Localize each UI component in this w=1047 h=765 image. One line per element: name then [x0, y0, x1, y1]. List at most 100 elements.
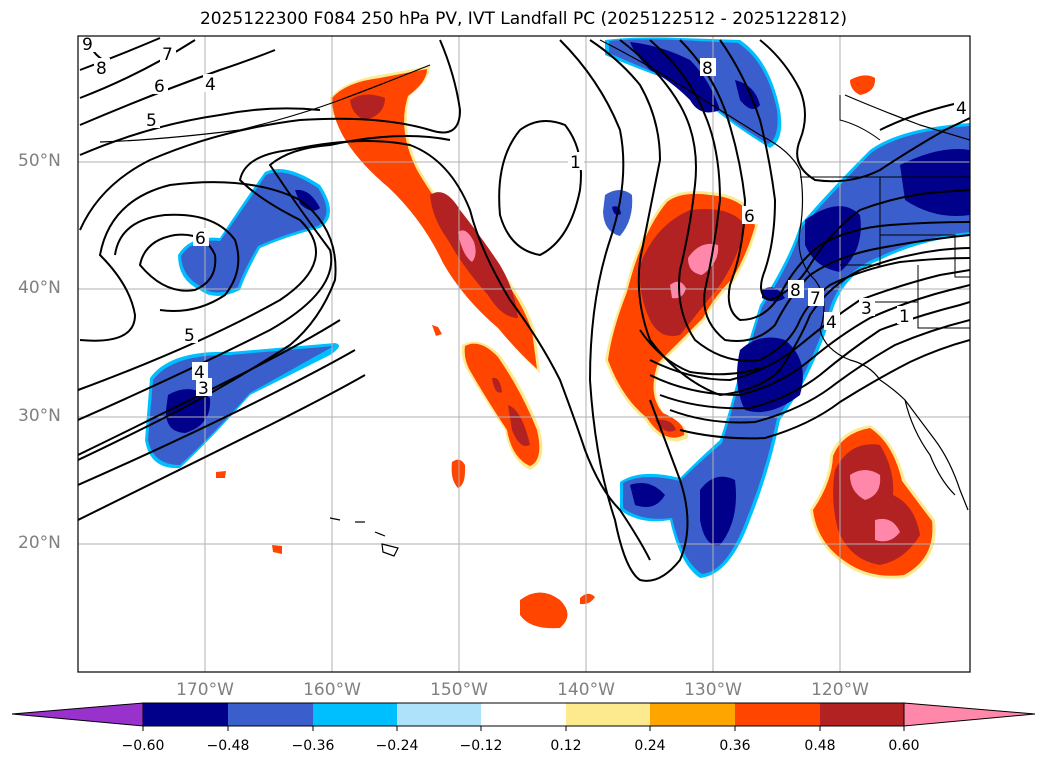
contour-line	[78, 140, 651, 561]
positive-region-small	[272, 545, 282, 554]
positive-region-dipole	[655, 419, 676, 432]
lon-label-130w: 130°W	[684, 680, 742, 700]
contour-label: 4	[205, 75, 216, 95]
contour-line	[78, 181, 337, 461]
contour-label: 5	[184, 326, 195, 346]
contour-line	[649, 269, 970, 382]
contour-label: 5	[146, 111, 157, 131]
positive-region-small	[451, 459, 466, 488]
colorbar-segment	[228, 703, 313, 726]
contour-label: 8	[702, 59, 713, 79]
contour-label: 3	[861, 299, 872, 319]
colorbar-extend-max	[903, 702, 1036, 727]
map-title: 2025122300 F084 250 hPa PV, IVT Landfall…	[199, 9, 847, 29]
lat-label-20n: 20°N	[18, 533, 61, 553]
negative-region-east	[630, 482, 665, 508]
contour-line	[619, 39, 970, 362]
contour-line	[498, 120, 582, 257]
colorbar-tick-label: 0.12	[550, 738, 582, 754]
colorbar-tick-label: 0.48	[804, 738, 836, 754]
positive-region-small	[432, 325, 442, 336]
contour-line	[138, 233, 217, 292]
contour-line	[879, 99, 970, 131]
negative-region-east	[623, 126, 970, 574]
positive-region-main	[350, 94, 385, 120]
colorbar-tick-label: 0.24	[634, 738, 666, 754]
pv-contours	[78, 36, 970, 582]
colorbar-segment	[143, 703, 228, 726]
negative-region-arc	[181, 172, 327, 293]
contour-line	[649, 284, 970, 397]
positive-region-mid	[492, 377, 502, 393]
map-frame	[77, 35, 971, 673]
contour-label-group: 9 8 7 6 5 4 6 5 4 3 1 8 6 8	[80, 35, 970, 399]
contour-label: 3	[198, 379, 209, 399]
contour-label: 6	[195, 229, 206, 249]
contour-line	[79, 39, 196, 99]
lon-label-160w: 160°W	[303, 680, 361, 700]
positive-region-southeast	[875, 518, 900, 542]
contour-line	[79, 39, 462, 231]
colorbar-segment	[566, 703, 650, 726]
contour-label: 4	[194, 363, 205, 383]
colorbar-segment	[397, 703, 481, 726]
positive-region-dipole	[639, 209, 745, 336]
contour-label: 4	[956, 99, 967, 119]
contour-line	[719, 39, 970, 302]
contour-line	[78, 374, 366, 521]
contour-line	[78, 349, 356, 486]
colorbar-segment	[650, 703, 735, 726]
contour-label: 6	[154, 77, 165, 97]
colorbar-tick-label: −0.60	[121, 738, 165, 754]
contour-line	[79, 107, 321, 156]
positive-region-small	[850, 75, 876, 95]
contour-line	[78, 319, 341, 456]
lat-label-30n: 30°N	[18, 406, 61, 426]
lon-label-170w: 170°W	[176, 680, 234, 700]
colorbar-segment	[735, 703, 820, 726]
contour-label: 8	[96, 59, 107, 79]
contour-line	[649, 39, 970, 342]
contour-label: 4	[826, 313, 837, 333]
positive-region-main	[332, 69, 537, 369]
contour-label: 7	[810, 289, 821, 309]
contour-line	[759, 39, 970, 183]
contour-line	[559, 39, 689, 582]
colorbar-tick-label: −0.36	[291, 738, 335, 754]
negative-region-north	[630, 42, 720, 113]
colorbar-tick-label: −0.48	[206, 738, 250, 754]
positive-region-small	[216, 471, 226, 478]
lon-label-150w: 150°W	[430, 680, 488, 700]
lon-label-140w: 140°W	[557, 680, 615, 700]
contour-line	[79, 37, 161, 71]
lon-label-120w: 120°W	[811, 680, 869, 700]
contour-line	[669, 319, 970, 424]
colorbar-tick-label: −0.24	[375, 738, 419, 754]
positive-region-mid	[508, 405, 530, 446]
colorbar-tick-label: 0.36	[719, 738, 751, 754]
contour-line	[114, 213, 240, 312]
colorbar-tick-label: 0.60	[888, 738, 920, 754]
lat-label-40n: 40°N	[18, 278, 61, 298]
colorbar-segment	[820, 703, 904, 726]
contour-label: 6	[744, 207, 755, 227]
colorbar-segment	[481, 703, 566, 726]
colorbar-extend-min	[11, 702, 144, 727]
lat-label-50n: 50°N	[18, 151, 61, 171]
colorbar	[11, 702, 1036, 731]
contour-label: 1	[899, 307, 910, 327]
negative-region-east	[700, 476, 736, 546]
contour-line	[679, 39, 970, 322]
negative-region-east	[900, 149, 970, 216]
contour-line	[639, 329, 761, 376]
colorbar-segment	[313, 703, 397, 726]
contour-label: 8	[790, 281, 801, 301]
contour-line	[659, 301, 970, 410]
positive-region-small	[520, 592, 568, 629]
contour-label: 1	[570, 153, 581, 173]
positive-region-dipole	[670, 281, 686, 299]
contour-line	[589, 39, 970, 397]
contour-label: 7	[162, 45, 173, 65]
contour-label: 9	[82, 35, 93, 55]
